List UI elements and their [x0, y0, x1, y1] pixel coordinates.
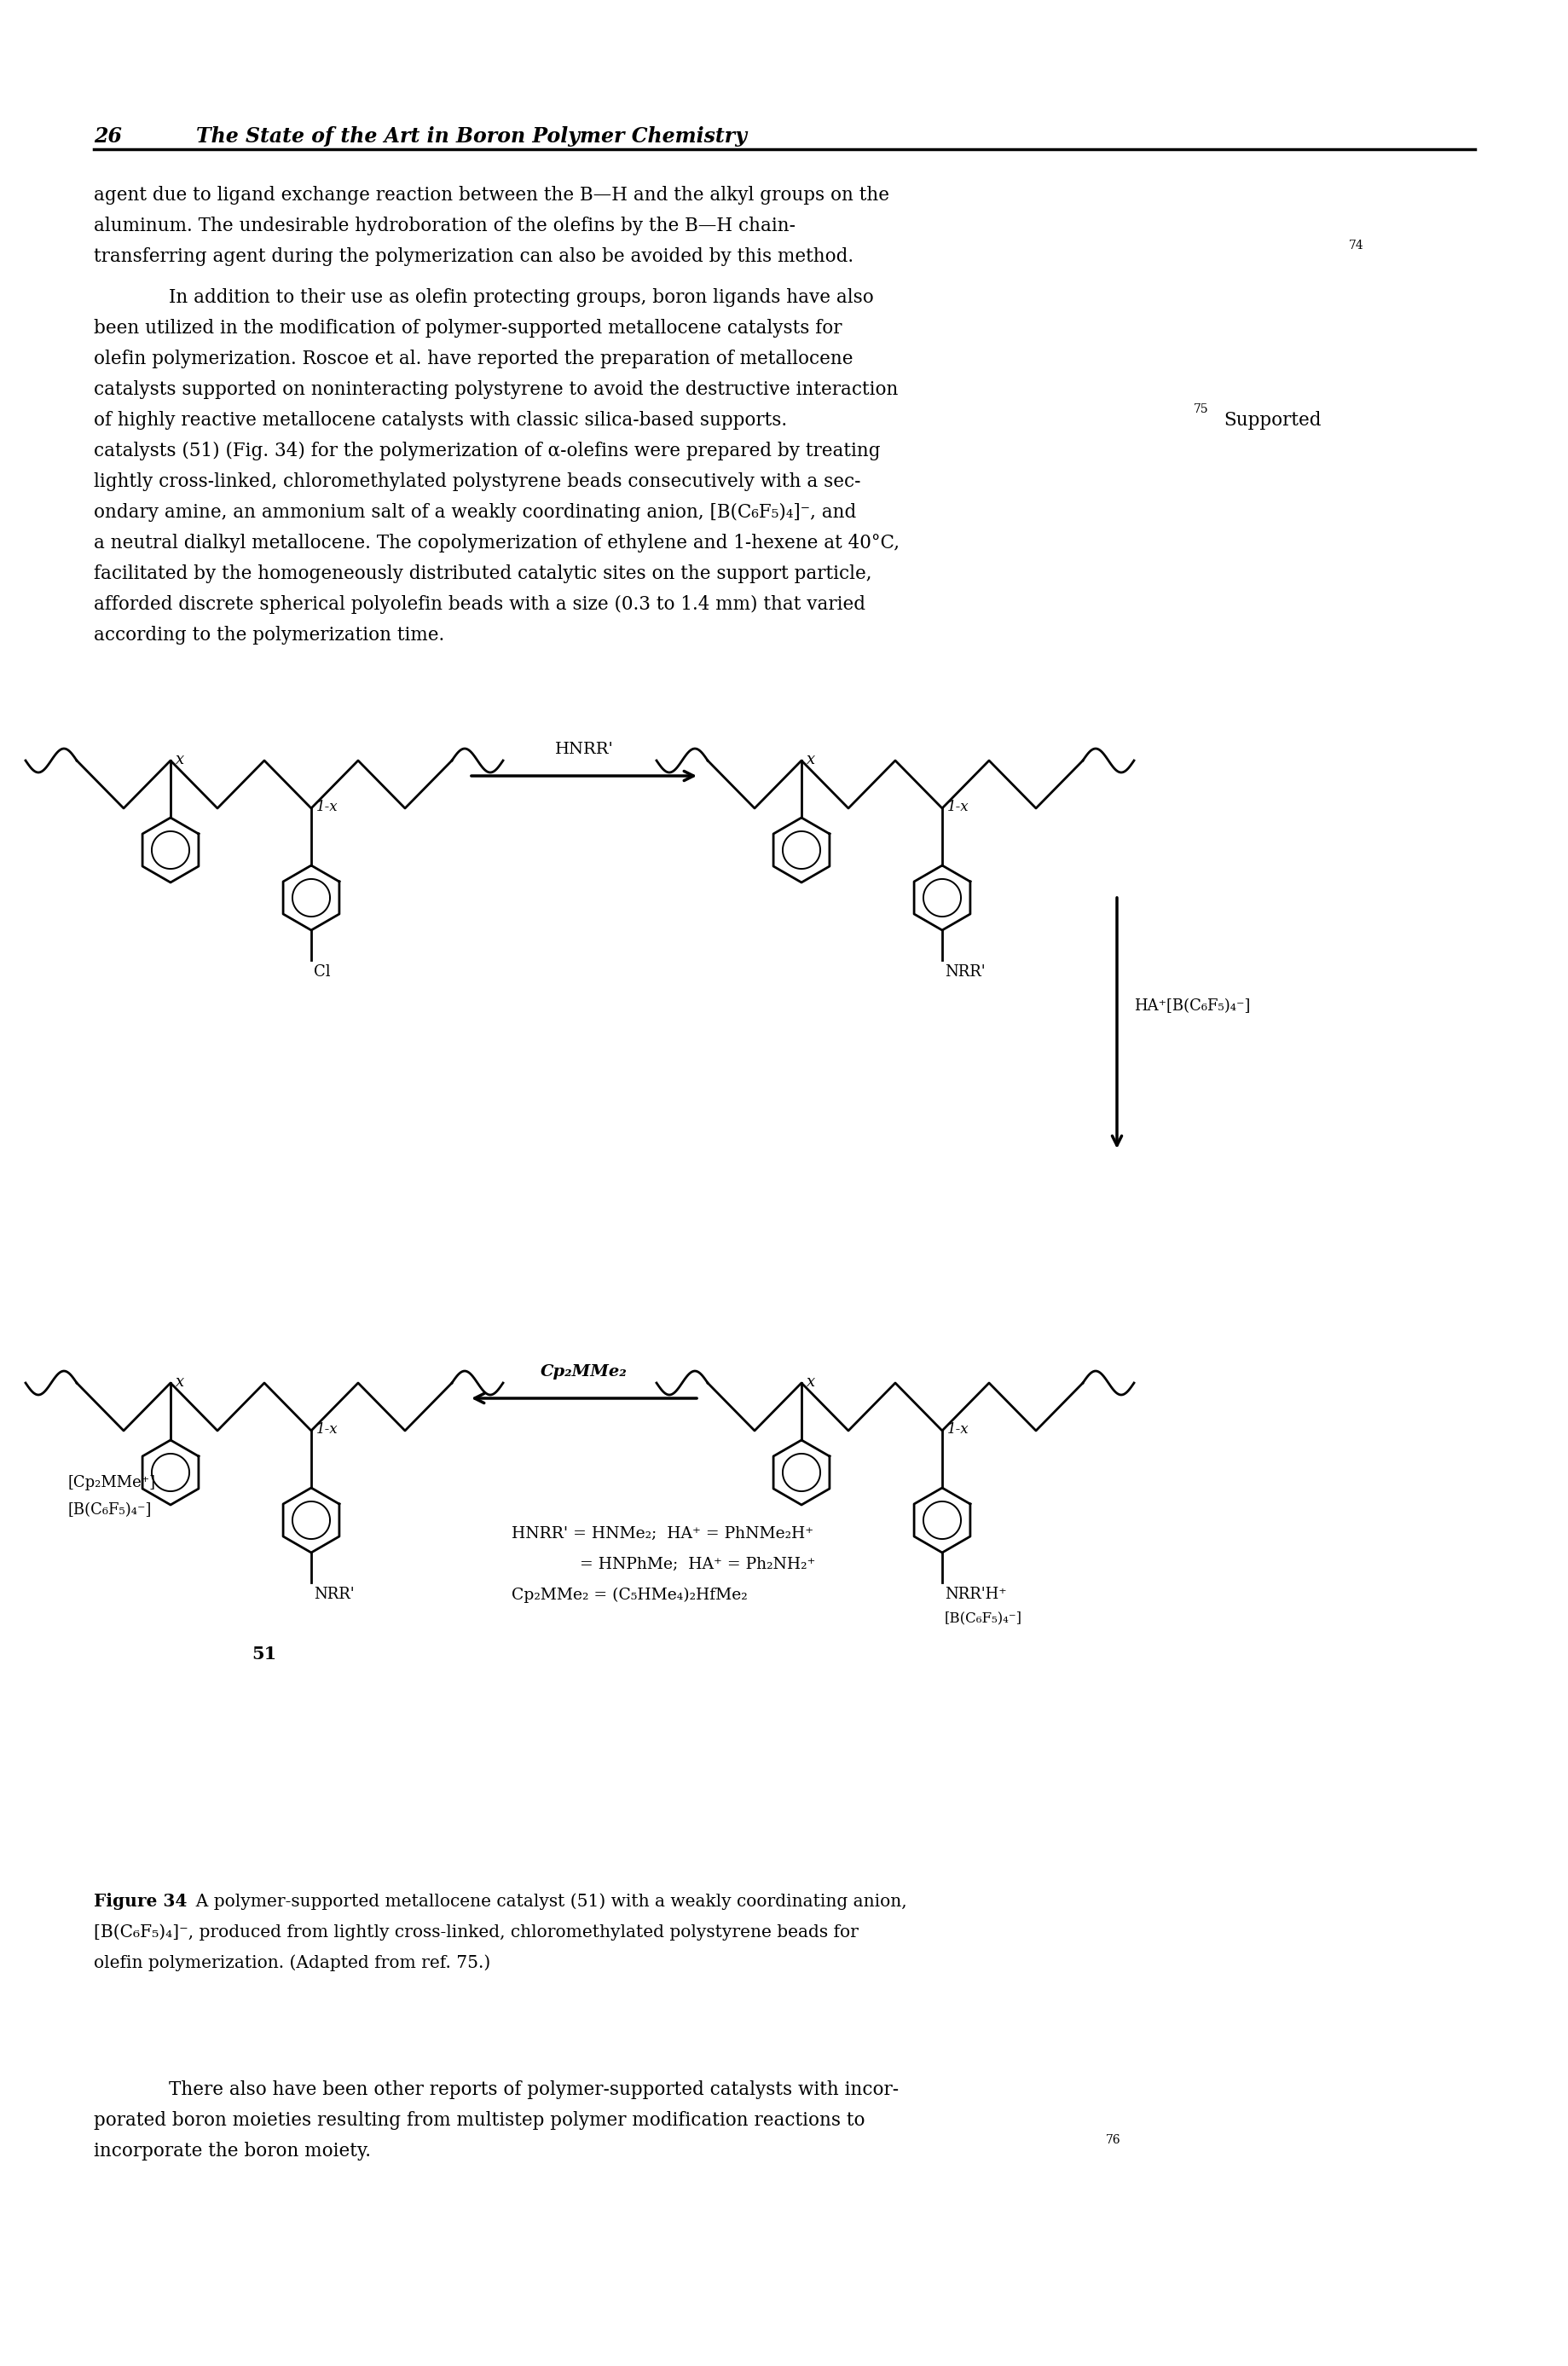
Text: x: x [176, 752, 185, 767]
Text: x: x [806, 1375, 815, 1389]
Text: x: x [176, 1375, 185, 1389]
Text: [B(C₆F₅)₄⁻]: [B(C₆F₅)₄⁻] [946, 1611, 1022, 1625]
Text: a neutral dialkyl metallocene. The copolymerization of ethylene and 1-hexene at : a neutral dialkyl metallocene. The copol… [94, 535, 900, 554]
Text: The State of the Art in Boron Polymer Chemistry: The State of the Art in Boron Polymer Ch… [196, 125, 746, 147]
Text: = HNPhMe;  HA⁺ = Ph₂NH₂⁺: = HNPhMe; HA⁺ = Ph₂NH₂⁺ [580, 1557, 815, 1573]
Text: [B(C₆F₅)₄⁻]: [B(C₆F₅)₄⁻] [69, 1502, 152, 1517]
Text: afforded discrete spherical polyolefin beads with a size (0.3 to 1.4 mm) that va: afforded discrete spherical polyolefin b… [94, 596, 866, 613]
Text: Cp₂MMe₂ = (C₅HMe₄)₂HfMe₂: Cp₂MMe₂ = (C₅HMe₄)₂HfMe₂ [511, 1588, 748, 1604]
Text: facilitated by the homogeneously distributed catalytic sites on the support part: facilitated by the homogeneously distrib… [94, 565, 872, 582]
Text: aluminum. The undesirable hydroboration of the olefins by the B—H chain-: aluminum. The undesirable hydroboration … [94, 218, 795, 234]
Text: NRR': NRR' [314, 1588, 354, 1602]
Text: 51: 51 [252, 1644, 278, 1663]
Text: lightly cross-linked, chloromethylated polystyrene beads consecutively with a se: lightly cross-linked, chloromethylated p… [94, 473, 861, 492]
Text: 76: 76 [1105, 2134, 1121, 2146]
Text: [B(C₆F₅)₄]⁻, produced from lightly cross-linked, chloromethylated polystyrene be: [B(C₆F₅)₄]⁻, produced from lightly cross… [94, 1924, 859, 1940]
Text: 74: 74 [1348, 239, 1364, 251]
Text: 26: 26 [94, 125, 122, 147]
Text: Figure 34: Figure 34 [94, 1893, 187, 1909]
Text: NRR'H⁺: NRR'H⁺ [946, 1588, 1007, 1602]
Text: HNRR': HNRR' [555, 743, 613, 757]
Text: 75: 75 [1193, 402, 1209, 414]
Text: catalysts (51) (Fig. 34) for the polymerization of α-olefins were prepared by tr: catalysts (51) (Fig. 34) for the polymer… [94, 442, 881, 461]
Text: of highly reactive metallocene catalysts with classic silica-based supports.: of highly reactive metallocene catalysts… [94, 412, 787, 431]
Text: HA⁺[B(C₆F₅)₄⁻]: HA⁺[B(C₆F₅)₄⁻] [1134, 998, 1250, 1013]
Text: ondary amine, an ammonium salt of a weakly coordinating anion, [B(C₆F₅)₄]⁻, and: ondary amine, an ammonium salt of a weak… [94, 504, 856, 523]
Text: Cl: Cl [314, 965, 331, 980]
Text: 1-x: 1-x [947, 800, 969, 814]
Text: 1-x: 1-x [317, 1422, 339, 1436]
Text: Cp₂MMe₂: Cp₂MMe₂ [541, 1365, 627, 1379]
Text: incorporate the boron moiety.: incorporate the boron moiety. [94, 2141, 372, 2160]
Text: A polymer-supported metallocene catalyst (51) with a weakly coordinating anion,: A polymer-supported metallocene catalyst… [185, 1893, 906, 1909]
Text: according to the polymerization time.: according to the polymerization time. [94, 627, 444, 644]
Text: olefin polymerization. (Adapted from ref. 75.): olefin polymerization. (Adapted from ref… [94, 1954, 491, 1971]
Text: NRR': NRR' [946, 965, 985, 980]
Text: [Cp₂MMe⁺]: [Cp₂MMe⁺] [69, 1474, 157, 1491]
Text: olefin polymerization. Roscoe et al. have reported the preparation of metallocen: olefin polymerization. Roscoe et al. hav… [94, 350, 853, 369]
Text: 1-x: 1-x [317, 800, 339, 814]
Text: There also have been other reports of polymer-supported catalysts with incor-: There also have been other reports of po… [169, 2080, 898, 2099]
Text: HNRR' = HNMe₂;  HA⁺ = PhNMe₂H⁺: HNRR' = HNMe₂; HA⁺ = PhNMe₂H⁺ [511, 1526, 814, 1543]
Text: 1-x: 1-x [947, 1422, 969, 1436]
Text: In addition to their use as olefin protecting groups, boron ligands have also: In addition to their use as olefin prote… [169, 289, 873, 308]
Text: catalysts supported on noninteracting polystyrene to avoid the destructive inter: catalysts supported on noninteracting po… [94, 381, 898, 400]
Text: porated boron moieties resulting from multistep polymer modification reactions t: porated boron moieties resulting from mu… [94, 2110, 866, 2129]
Text: x: x [806, 752, 815, 767]
Text: Supported: Supported [1223, 412, 1322, 431]
Text: transferring agent during the polymerization can also be avoided by this method.: transferring agent during the polymeriza… [94, 248, 853, 265]
Text: been utilized in the modification of polymer-supported metallocene catalysts for: been utilized in the modification of pol… [94, 319, 842, 338]
Text: agent due to ligand exchange reaction between the B—H and the alkyl groups on th: agent due to ligand exchange reaction be… [94, 187, 889, 203]
